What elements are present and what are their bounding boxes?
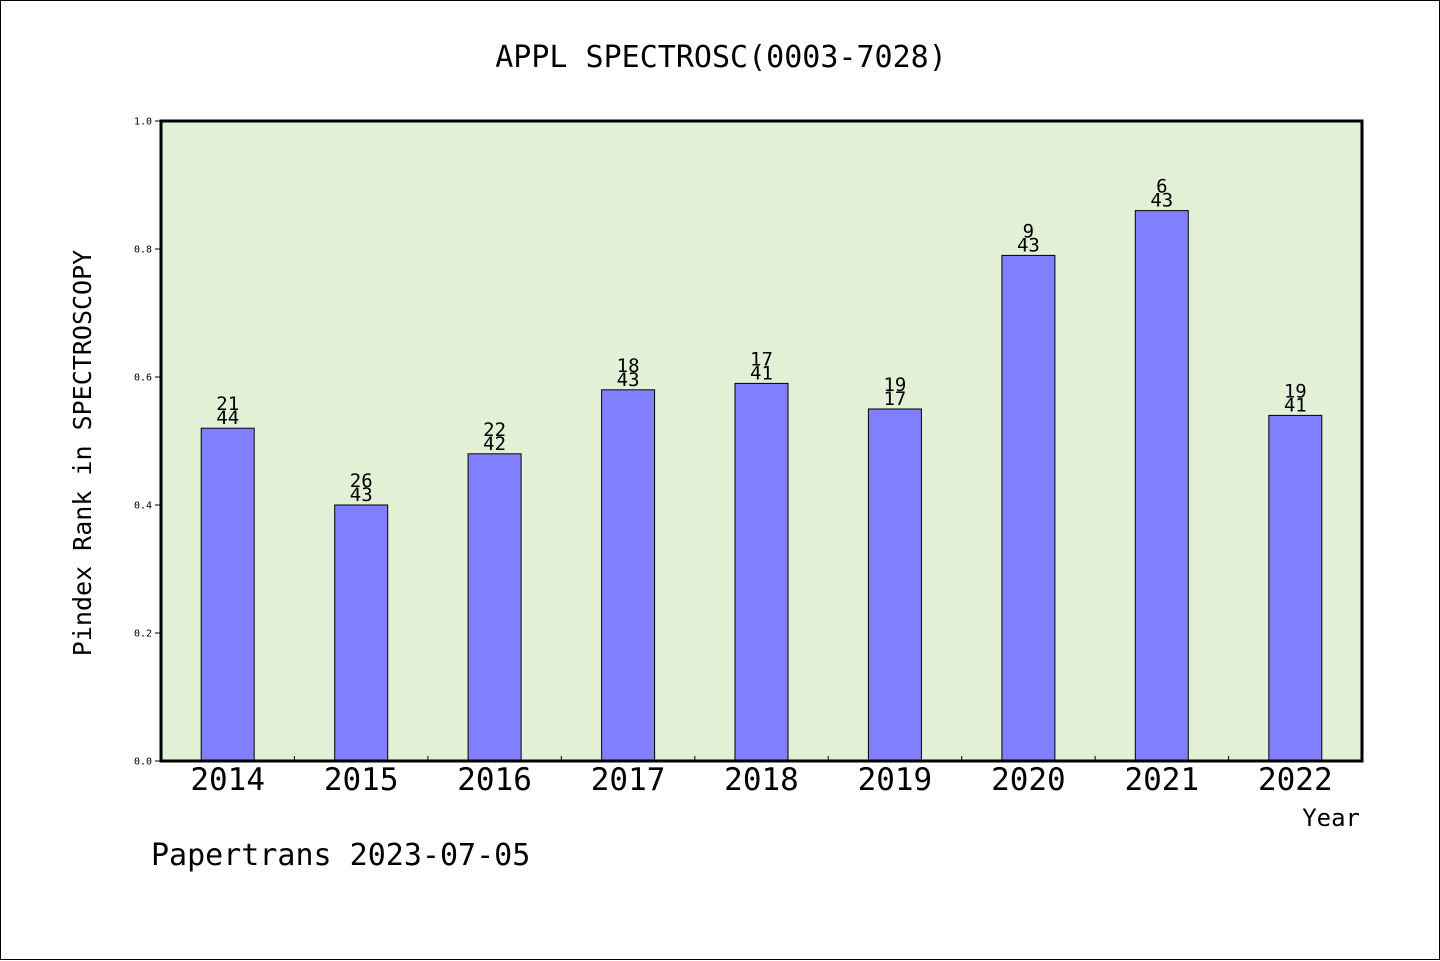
bar-2022	[1268, 414, 1323, 762]
bar-label-top-2020: 9	[1023, 220, 1034, 242]
bar-2014	[200, 427, 255, 762]
y-tick-label: 0.6	[134, 373, 152, 384]
y-axis-label: Pindex Rank in SPECTROSCOPY	[68, 250, 97, 656]
x-tick-label-2017: 2017	[591, 762, 666, 798]
x-tick-label-2022: 2022	[1258, 762, 1333, 798]
bar-label-bottom-2020: 43	[1017, 234, 1040, 256]
chart-title: APPL SPECTROSC(0003-7028)	[495, 40, 947, 75]
y-tick-label: 0.0	[134, 757, 152, 768]
bar-label-bottom-2016: 42	[483, 433, 506, 455]
y-tick-label: 1.0	[134, 117, 152, 128]
bar-label-bottom-2014: 44	[216, 407, 239, 429]
bar-2018	[734, 382, 789, 762]
x-axis-label: Year	[1302, 804, 1360, 832]
bar-label-top-2017: 18	[617, 355, 640, 377]
bar-label-top-2019: 19	[883, 374, 906, 396]
bar-label-top-2015: 26	[350, 470, 373, 492]
bar-2020	[1001, 254, 1056, 762]
bar-label-top-2018: 17	[750, 348, 773, 370]
bar-label-bottom-2015: 43	[350, 484, 373, 506]
x-tick-label-2018: 2018	[724, 762, 799, 798]
x-tick-label-2015: 2015	[324, 762, 399, 798]
bar-label-bottom-2018: 41	[750, 362, 773, 384]
x-tick-label-2014: 2014	[190, 762, 265, 798]
x-tick-label-2019: 2019	[858, 762, 933, 798]
bar-2019	[867, 408, 922, 762]
source-footer: Papertrans 2023-07-05	[151, 838, 530, 873]
x-tick-label-2016: 2016	[457, 762, 532, 798]
bar-2016	[467, 453, 522, 762]
y-tick-label: 0.4	[134, 501, 152, 512]
y-tick-label: 0.8	[134, 245, 152, 256]
plot-frame	[159, 119, 1364, 763]
bar-label-top-2021: 6	[1156, 176, 1167, 198]
bar-label-top-2016: 22	[483, 419, 506, 441]
bar-label-bottom-2017: 43	[617, 369, 640, 391]
bar-label-top-2022: 19	[1284, 380, 1307, 402]
bar-2021	[1134, 210, 1189, 762]
bar-label-bottom-2022: 41	[1284, 394, 1307, 416]
bar-2017	[601, 389, 656, 762]
bar-2015	[334, 504, 389, 762]
x-tick-label-2020: 2020	[991, 762, 1066, 798]
bar-label-bottom-2019: 17	[883, 388, 906, 410]
y-tick-label: 0.2	[134, 629, 152, 640]
bar-label-bottom-2021: 43	[1150, 190, 1173, 212]
x-tick-label-2021: 2021	[1124, 762, 1199, 798]
bar-label-top-2014: 21	[216, 393, 239, 415]
